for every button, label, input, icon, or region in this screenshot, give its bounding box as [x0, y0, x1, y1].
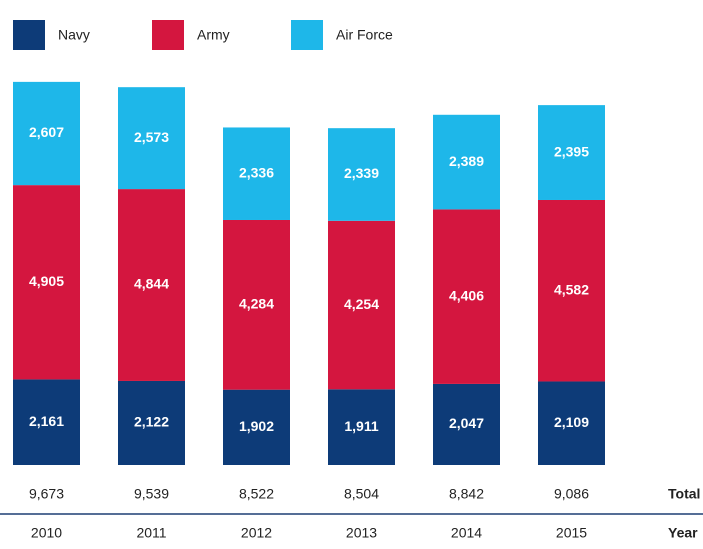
x-tick-label: 2011	[136, 525, 166, 541]
x-tick-label: 2013	[346, 525, 377, 541]
total-label: 9,086	[554, 486, 589, 502]
data-label: 1,902	[239, 418, 274, 434]
bar-segment	[433, 209, 500, 384]
legend-label: Air Force	[336, 27, 393, 43]
bar-segment	[118, 380, 185, 465]
legend-label: Army	[197, 27, 230, 43]
bar-segment	[223, 219, 290, 390]
data-label: 4,844	[134, 276, 169, 292]
bar-segment	[328, 128, 395, 221]
bar-segment	[538, 105, 605, 200]
legend-swatch	[152, 20, 184, 50]
bar-segment	[223, 127, 290, 220]
x-tick-label: 2015	[556, 525, 587, 541]
data-label: 2,109	[554, 414, 589, 430]
x-axis-label: Year	[668, 525, 698, 541]
data-label: 2,161	[29, 413, 64, 429]
x-tick-label: 2010	[31, 525, 62, 541]
bar-segment	[13, 81, 80, 186]
total-label: 9,673	[29, 486, 64, 502]
data-label: 4,254	[344, 296, 379, 312]
data-label: 4,905	[29, 273, 64, 289]
data-label: 2,607	[29, 124, 64, 140]
data-label: 2,395	[554, 143, 589, 159]
bar-segment	[223, 389, 290, 465]
data-label: 1,911	[344, 418, 378, 434]
x-tick-label: 2014	[451, 525, 482, 541]
legend-swatch	[291, 20, 323, 50]
bar-segment	[328, 220, 395, 390]
total-label: 8,522	[239, 486, 274, 502]
total-label: 8,842	[449, 486, 484, 502]
bar-segment	[118, 87, 185, 190]
bar-segment	[328, 389, 395, 465]
x-tick-label: 2012	[241, 525, 272, 541]
bar-segment	[13, 185, 80, 380]
bar-segment	[433, 114, 500, 210]
data-label: 4,406	[449, 287, 484, 303]
legend-swatch	[13, 20, 45, 50]
legend-label: Navy	[58, 27, 90, 43]
bar-segment	[118, 189, 185, 381]
totals-label: Total	[668, 486, 700, 502]
data-label: 4,582	[554, 281, 589, 297]
data-label: 2,122	[134, 414, 169, 430]
bar-segment	[13, 379, 80, 465]
data-label: 2,389	[449, 153, 484, 169]
data-label: 2,336	[239, 164, 274, 180]
data-label: 2,047	[449, 415, 484, 431]
total-label: 9,539	[134, 486, 169, 502]
total-label: 8,504	[344, 486, 379, 502]
bar-segment	[538, 199, 605, 382]
data-label: 4,284	[239, 296, 274, 312]
data-label: 2,339	[344, 165, 379, 181]
bar-segment	[433, 383, 500, 465]
data-label: 2,573	[134, 129, 169, 145]
bar-segment	[538, 381, 605, 465]
